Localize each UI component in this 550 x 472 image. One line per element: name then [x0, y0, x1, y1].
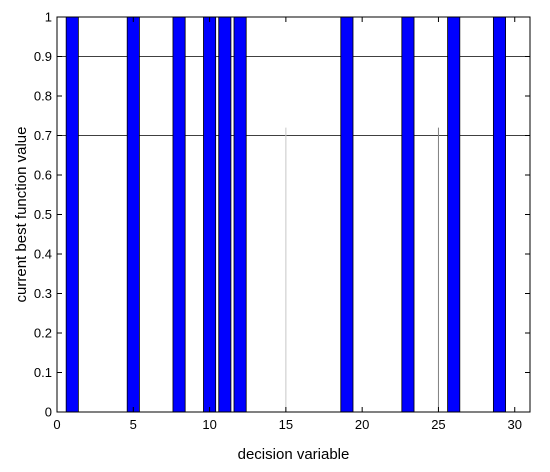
x-tick-label: 25 [431, 417, 445, 432]
y-axis-label: current best function value [13, 127, 30, 303]
y-tick-label: 0.2 [34, 326, 52, 341]
y-tick-label: 1 [45, 10, 52, 25]
y-tick-label: 0.6 [34, 168, 52, 183]
y-tick-label: 0.5 [34, 207, 52, 222]
x-tick-label: 15 [279, 417, 293, 432]
bar-1 [65, 16, 79, 413]
bar-26 [447, 16, 461, 413]
y-tick-label: 0.9 [34, 49, 52, 64]
bar-10 [203, 16, 217, 413]
bar-12 [233, 16, 247, 413]
y-tick-label: 0 [45, 405, 52, 420]
bar-8 [172, 16, 186, 413]
bar-29 [492, 16, 506, 413]
bar-11 [218, 16, 232, 413]
x-tick-label: 20 [355, 417, 369, 432]
bar-19 [340, 16, 354, 413]
x-axis-label: decision variable [238, 446, 350, 463]
ticks-layer: 0 5 10 15 20 25 30 0 0.1 0.2 0.3 0.4 0.5 0.6 0.7 0.8 0.9… [34, 10, 530, 432]
x-tick-label: 10 [202, 417, 216, 432]
y-tick-label: 0.4 [34, 247, 52, 262]
y-tick-label: 0.8 [34, 89, 52, 104]
bar-23 [401, 16, 415, 413]
y-tick-label: 0.1 [34, 365, 52, 380]
y-tick-label: 0.7 [34, 128, 52, 143]
vertical-lines-layer [285, 127, 439, 412]
x-tick-label: 0 [53, 417, 60, 432]
x-tick-label: 30 [508, 417, 522, 432]
y-tick-label: 0.3 [34, 286, 52, 301]
bar-5 [126, 16, 140, 413]
x-tick-label: 5 [130, 417, 137, 432]
